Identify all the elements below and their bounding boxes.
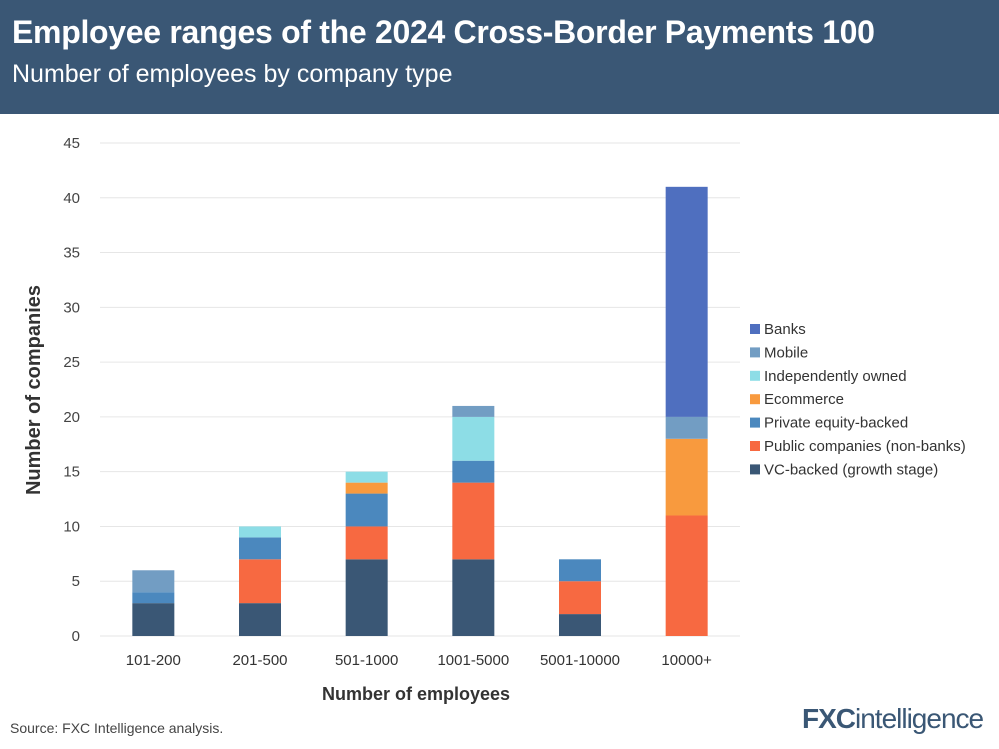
bar-segment [132, 592, 175, 604]
bar-segment [345, 482, 388, 494]
chart-subtitle: Number of employees by company type [12, 60, 453, 88]
y-tick-label: 35 [63, 245, 80, 262]
bar-segment [239, 537, 281, 560]
bar-segment [345, 493, 388, 527]
y-tick-label: 20 [63, 409, 80, 426]
bar-segment [452, 405, 495, 417]
legend-swatch [750, 370, 760, 381]
bar-segment [665, 515, 708, 636]
legend-label: Ecommerce [764, 391, 844, 408]
legend-swatch [750, 347, 760, 358]
bar-segment [132, 570, 175, 593]
bar-segment [559, 559, 601, 582]
legend-swatch [750, 417, 760, 428]
bar-segment [559, 614, 601, 636]
fxc-logo: FXCintelligence [802, 703, 984, 734]
legend-label: Banks [764, 321, 806, 338]
bar-segment [452, 416, 495, 461]
bar-segment [345, 526, 388, 560]
x-tick-label: 10000+ [661, 652, 712, 669]
bar-segment [239, 526, 281, 538]
bar-segment [665, 438, 708, 516]
y-tick-label: 40 [63, 190, 80, 207]
bar-segment [345, 559, 388, 636]
y-tick-label: 30 [63, 299, 80, 316]
y-axis-label: Number of companies [23, 285, 45, 495]
x-tick-label: 101-200 [126, 652, 181, 669]
bar-segment [665, 416, 708, 439]
y-tick-label: 5 [72, 573, 80, 590]
legend-label: VC-backed (growth stage) [764, 461, 938, 478]
legend-label: Private equity-backed [764, 415, 908, 432]
x-tick-label: 501-1000 [335, 652, 398, 669]
x-tick-label: 5001-10000 [540, 652, 620, 669]
bar-segment [239, 603, 281, 636]
y-tick-label: 10 [63, 518, 80, 535]
chart-title: Employee ranges of the 2024 Cross-Border… [12, 14, 875, 50]
bar-segment [559, 581, 601, 615]
y-tick-label: 0 [72, 628, 80, 645]
legend-swatch [750, 441, 760, 451]
x-tick-label: 1001-5000 [437, 652, 509, 669]
y-tick-label: 15 [63, 464, 80, 481]
bar-segment [132, 603, 175, 636]
legend-swatch [750, 324, 760, 334]
x-tick-label: 201-500 [232, 652, 287, 669]
y-tick-label: 45 [63, 135, 80, 152]
bar-segment [452, 559, 495, 636]
legend-label: Public companies (non-banks) [764, 438, 966, 455]
bar-segment [452, 482, 495, 560]
bar-segment [239, 559, 281, 604]
legend-label: Mobile [764, 344, 808, 361]
bar-segment [452, 460, 495, 483]
source-note: Source: FXC Intelligence analysis. [10, 720, 224, 736]
bar-segment [345, 471, 388, 483]
legend-swatch [750, 394, 760, 405]
y-tick-label: 25 [63, 354, 80, 371]
bar-segment [665, 186, 708, 417]
x-axis-label: Number of employees [322, 684, 510, 704]
legend-label: Independently owned [764, 368, 907, 385]
header: Employee ranges of the 2024 Cross-Border… [0, 0, 999, 114]
legend-swatch [750, 464, 760, 475]
